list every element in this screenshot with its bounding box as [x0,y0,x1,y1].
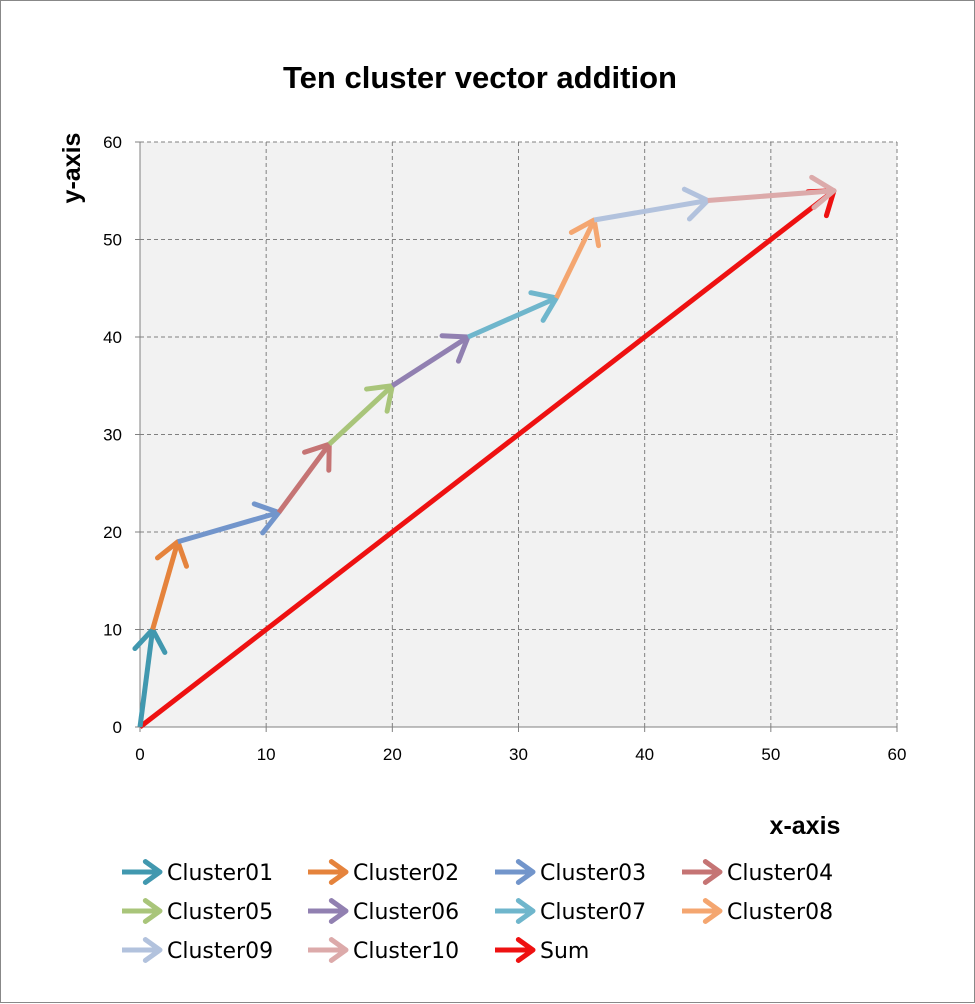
legend-arrow-cluster01 [122,859,163,885]
y-tick-label: 30 [103,426,122,445]
legend-item-cluster05: Cluster05 [122,898,273,925]
legend-label: Cluster08 [727,900,833,925]
legend-arrow-cluster04 [682,859,723,885]
legend-label: Cluster01 [167,861,273,886]
legend-item-cluster09: Cluster09 [122,937,273,964]
legend-item-cluster07: Cluster07 [495,898,646,925]
legend-item-cluster02: Cluster02 [308,859,459,886]
legend-arrow-cluster09 [122,937,163,963]
legend-label: Cluster10 [353,939,459,964]
legend-label: Cluster03 [540,861,646,886]
legend-arrow-sum [495,937,536,963]
x-tick-label: 50 [761,745,780,764]
legend-label: Sum [540,939,589,964]
legend-label: Cluster04 [727,861,833,886]
x-axis-title: x-axis [770,812,841,840]
legend-item-cluster08: Cluster08 [682,898,833,925]
legend-arrow-cluster02 [308,859,349,885]
y-tick-label: 60 [103,133,122,152]
y-tick-label: 20 [103,523,122,542]
y-tick-label: 10 [103,621,122,640]
legend-label: Cluster06 [353,900,459,925]
vector-cluster10 [707,174,837,210]
legend-label: Cluster09 [167,939,273,964]
legend-label: Cluster05 [167,900,273,925]
y-axis-title: y-axis [58,133,86,204]
legend-item-sum: Sum [495,937,589,964]
y-tick-label: 0 [113,718,122,737]
legend-arrow-cluster05 [122,898,163,924]
legend-label: Cluster02 [353,861,459,886]
legend-item-cluster06: Cluster06 [308,898,459,925]
y-tick-label: 40 [103,328,122,347]
x-tick-label: 40 [635,745,654,764]
legend-arrow-cluster07 [495,898,536,924]
x-tick-label: 10 [257,745,276,764]
x-tick-label: 60 [888,745,907,764]
legend-item-cluster01: Cluster01 [122,859,273,886]
legend-arrow-cluster10 [308,937,349,963]
legend-item-cluster03: Cluster03 [495,859,646,886]
legend-item-cluster04: Cluster04 [682,859,833,886]
y-tick-label: 50 [103,231,122,250]
vector-series [132,174,837,729]
x-tick-label: 20 [383,745,402,764]
legend-arrow-cluster03 [495,859,536,885]
legend-label: Cluster07 [540,900,646,925]
legend-arrow-cluster06 [308,898,349,924]
tick-labels: 0 10 20 30 40 50 60 0 10 20 30 40 50 60 [103,133,906,764]
legend: Cluster01 Cluster02 Cluster03 Cluster04 Clus… [122,859,833,964]
x-tick-label: 30 [509,745,528,764]
x-tick-label: 0 [135,745,144,764]
legend-item-cluster10: Cluster10 [308,937,459,964]
legend-arrow-cluster08 [682,898,723,924]
chart-title: Ten cluster vector addition [283,60,677,95]
